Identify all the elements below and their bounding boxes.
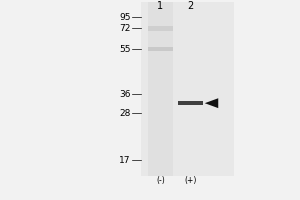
Text: 36: 36 (119, 90, 130, 99)
Text: 28: 28 (119, 109, 130, 118)
Text: 72: 72 (119, 24, 130, 33)
Bar (148, 47, 173, 51)
Text: (+): (+) (184, 176, 197, 185)
Text: 55: 55 (119, 45, 130, 54)
Text: 2: 2 (188, 1, 194, 11)
Text: 1: 1 (158, 1, 164, 11)
Bar (148, 26, 173, 31)
Bar (178, 2, 203, 176)
Bar (178, 101, 203, 105)
Text: 17: 17 (119, 156, 130, 165)
Bar (141, 2, 234, 176)
Text: (-): (-) (156, 176, 165, 185)
Bar (148, 2, 173, 176)
Polygon shape (205, 98, 218, 108)
Text: 95: 95 (119, 13, 130, 22)
